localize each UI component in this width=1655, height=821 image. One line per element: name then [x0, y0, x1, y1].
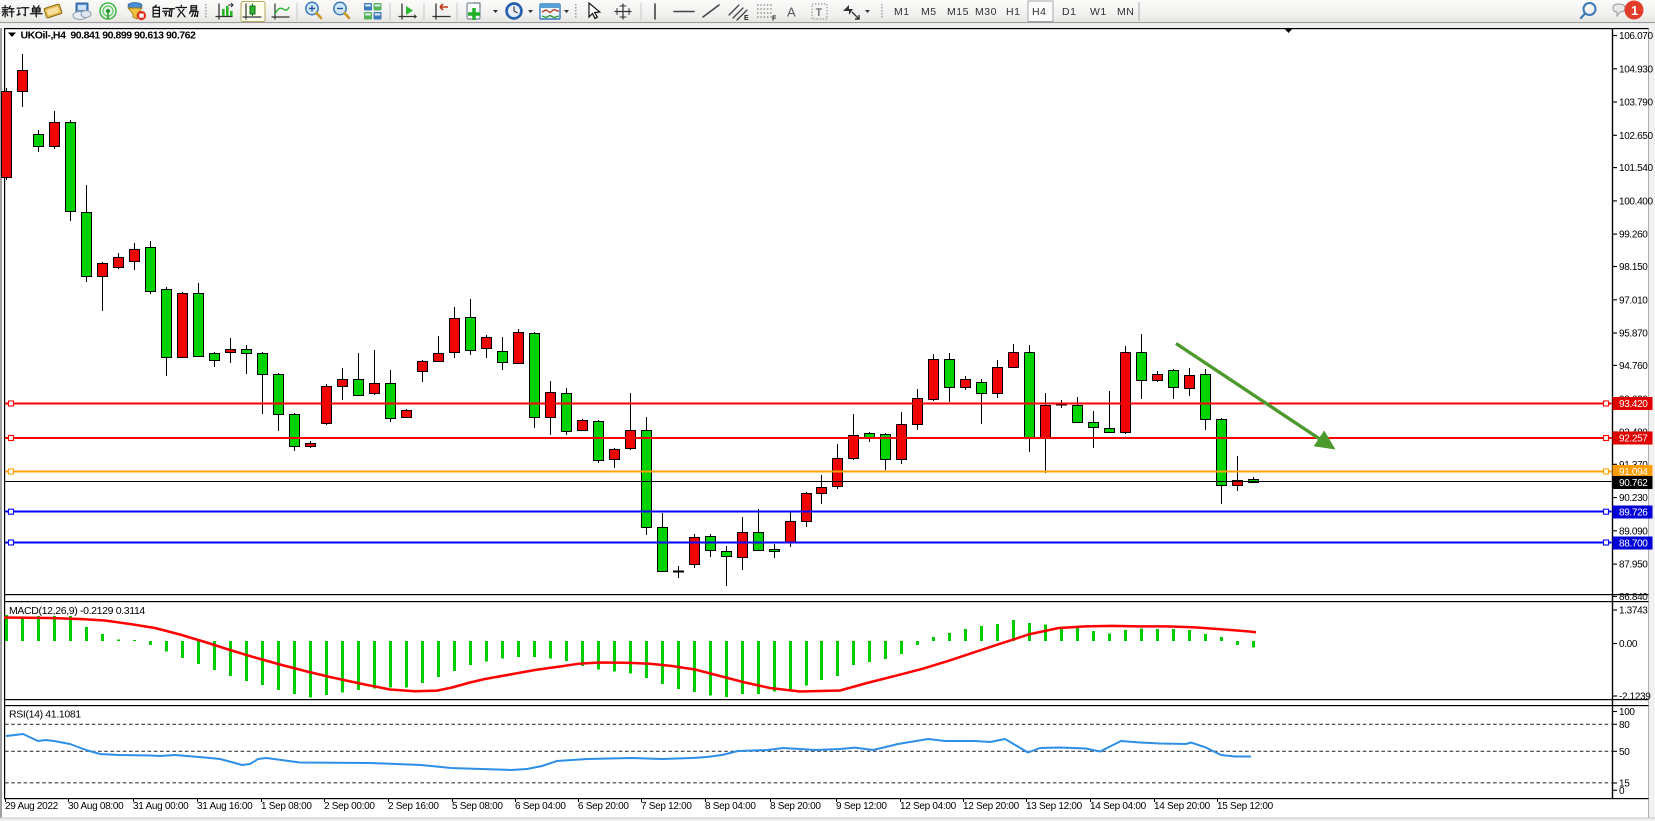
svg-text:90.230: 90.230 — [1619, 493, 1648, 504]
svg-text:D1: D1 — [1062, 6, 1076, 18]
svg-text:50: 50 — [1619, 747, 1630, 758]
svg-text:89.726: 89.726 — [1619, 508, 1648, 519]
svg-text:13 Sep 12:00: 13 Sep 12:00 — [1026, 801, 1083, 812]
svg-text:M5: M5 — [921, 6, 937, 18]
svg-text:100.400: 100.400 — [1619, 197, 1653, 208]
svg-text:RSI(14) 41.1081: RSI(14) 41.1081 — [9, 709, 81, 721]
svg-text:89.090: 89.090 — [1619, 526, 1648, 537]
svg-text:31 Aug 16:00: 31 Aug 16:00 — [197, 801, 253, 812]
svg-text:-2.1239: -2.1239 — [1619, 692, 1651, 703]
svg-text:H4: H4 — [1032, 6, 1046, 18]
svg-text:106.070: 106.070 — [1619, 31, 1653, 42]
svg-text:1: 1 — [1631, 3, 1638, 18]
svg-text:100: 100 — [1619, 707, 1635, 718]
svg-text:87.950: 87.950 — [1619, 560, 1648, 571]
svg-text:W1: W1 — [1090, 6, 1107, 18]
svg-text:94.760: 94.760 — [1619, 361, 1648, 372]
svg-text:F: F — [772, 16, 777, 23]
svg-text:104.930: 104.930 — [1619, 64, 1653, 75]
svg-text:97.010: 97.010 — [1619, 295, 1648, 306]
svg-text:14 Sep 04:00: 14 Sep 04:00 — [1090, 801, 1147, 812]
svg-text:95.870: 95.870 — [1619, 329, 1648, 340]
svg-text:101.540: 101.540 — [1619, 163, 1653, 174]
svg-text:9 Sep 12:00: 9 Sep 12:00 — [836, 801, 887, 812]
svg-text:0.00: 0.00 — [1619, 639, 1638, 650]
svg-text:30 Aug 08:00: 30 Aug 08:00 — [68, 801, 124, 812]
svg-text:102.650: 102.650 — [1619, 131, 1653, 142]
svg-text:80: 80 — [1619, 720, 1630, 731]
svg-text:93.420: 93.420 — [1619, 399, 1648, 410]
svg-text:5 Sep 08:00: 5 Sep 08:00 — [452, 801, 503, 812]
svg-text:MACD(12,26,9) -0.2129 0.3114: MACD(12,26,9) -0.2129 0.3114 — [9, 605, 145, 617]
svg-text:88.700: 88.700 — [1619, 539, 1648, 550]
svg-text:UKOil-,H4 90.841 90.899 90.61: UKOil-,H4 90.841 90.899 90.613 90.762 — [21, 30, 197, 42]
svg-text:1 Sep 08:00: 1 Sep 08:00 — [261, 801, 312, 812]
svg-text:92.257: 92.257 — [1619, 434, 1648, 445]
svg-text:12 Sep 20:00: 12 Sep 20:00 — [963, 801, 1020, 812]
svg-text:H1: H1 — [1006, 6, 1020, 18]
svg-text:E: E — [744, 15, 749, 22]
svg-text:31 Aug 00:00: 31 Aug 00:00 — [133, 801, 189, 812]
svg-text:M15: M15 — [947, 6, 969, 18]
svg-text:T: T — [816, 7, 823, 19]
svg-text:8 Sep 04:00: 8 Sep 04:00 — [705, 801, 756, 812]
svg-text:8 Sep 20:00: 8 Sep 20:00 — [770, 801, 821, 812]
svg-text:12 Sep 04:00: 12 Sep 04:00 — [900, 801, 957, 812]
svg-text:0: 0 — [1619, 786, 1625, 797]
svg-text:29 Aug 2022: 29 Aug 2022 — [5, 801, 59, 812]
svg-text:14 Sep 20:00: 14 Sep 20:00 — [1154, 801, 1211, 812]
svg-text:2 Sep 16:00: 2 Sep 16:00 — [388, 801, 439, 812]
svg-text:15 Sep 12:00: 15 Sep 12:00 — [1217, 801, 1274, 812]
svg-text:7 Sep 12:00: 7 Sep 12:00 — [641, 801, 692, 812]
svg-text:103.790: 103.790 — [1619, 98, 1653, 109]
svg-text:6 Sep 20:00: 6 Sep 20:00 — [578, 801, 629, 812]
svg-text:15: 15 — [1619, 779, 1630, 790]
svg-text:MN: MN — [1117, 6, 1134, 18]
svg-text:1.3743: 1.3743 — [1619, 606, 1648, 617]
svg-text:99.260: 99.260 — [1619, 230, 1648, 241]
svg-text:6 Sep 04:00: 6 Sep 04:00 — [515, 801, 566, 812]
svg-text:2 Sep 00:00: 2 Sep 00:00 — [324, 801, 375, 812]
svg-text:86.840: 86.840 — [1619, 592, 1648, 603]
svg-text:M1: M1 — [894, 6, 910, 18]
svg-text:90.762: 90.762 — [1619, 478, 1648, 489]
svg-text:91.094: 91.094 — [1619, 467, 1648, 478]
svg-text:98.150: 98.150 — [1619, 262, 1648, 273]
svg-text:A: A — [787, 5, 796, 20]
svg-text:M30: M30 — [975, 6, 997, 18]
